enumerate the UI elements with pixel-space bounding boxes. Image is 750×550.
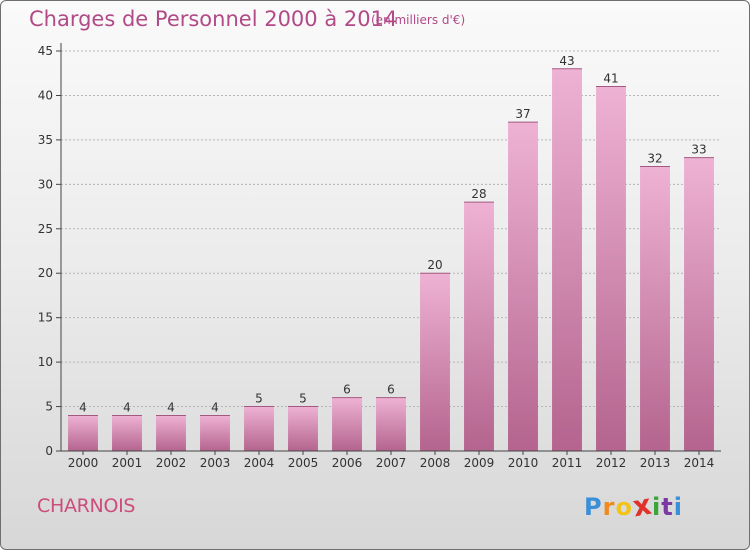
y-tick-label: 5 <box>45 400 53 414</box>
y-tick-label: 15 <box>38 311 53 325</box>
x-tick-label: 2014 <box>684 456 715 470</box>
logo-letter: P <box>584 493 603 521</box>
y-tick-label: 0 <box>45 444 53 458</box>
bar <box>552 68 582 452</box>
bar <box>332 397 362 451</box>
data-label: 5 <box>299 392 307 406</box>
chart-title: Charges de Personnel 2000 à 2014 <box>29 7 398 31</box>
x-tick-label: 2009 <box>464 456 495 470</box>
x-tick-label: 2011 <box>552 456 583 470</box>
x-tick-label: 2003 <box>200 456 231 470</box>
x-tick-label: 2006 <box>332 456 363 470</box>
logo-letter: o <box>615 493 633 521</box>
bar <box>288 406 318 451</box>
y-tick-label: 20 <box>38 266 53 280</box>
bar <box>68 415 98 451</box>
data-label: 4 <box>211 400 219 414</box>
x-tick-label: 2007 <box>376 456 407 470</box>
grid-layer <box>61 50 721 408</box>
logo-letter: i <box>652 493 662 521</box>
data-label: 4 <box>167 400 175 414</box>
x-tick-label: 2012 <box>596 456 627 470</box>
y-tick-label: 35 <box>38 133 53 147</box>
proxiti-logo[interactable]: Proxiti <box>584 488 683 524</box>
data-label: 6 <box>343 383 351 397</box>
y-tick-label: 30 <box>38 177 53 191</box>
bar <box>684 157 714 451</box>
commune-name: CHARNOIS <box>37 495 136 517</box>
bar-layer: 4 4 4 4 5 5 6 6 20 28 37 43 41 32 33 <box>68 54 714 452</box>
logo-letter: r <box>602 493 616 521</box>
y-tick-label: 40 <box>38 88 53 102</box>
data-label: 41 <box>603 72 618 86</box>
bar <box>112 415 142 451</box>
x-tick-label: 2013 <box>640 456 671 470</box>
bar <box>596 86 626 452</box>
bar <box>156 415 186 451</box>
x-tick-label: 2001 <box>112 456 143 470</box>
bar <box>464 202 494 451</box>
data-label: 5 <box>255 392 263 406</box>
logo-letter: t <box>661 493 674 521</box>
x-tick-label: 2002 <box>156 456 187 470</box>
data-label: 6 <box>387 383 395 397</box>
y-tick-label: 25 <box>38 222 53 236</box>
data-label: 37 <box>515 107 530 121</box>
y-tick-label: 10 <box>38 355 53 369</box>
bar <box>508 122 538 451</box>
chart-subtitle: (en milliers d'€) <box>371 13 466 27</box>
data-label: 43 <box>559 54 574 68</box>
data-label: 33 <box>691 143 706 157</box>
data-label: 20 <box>427 258 442 272</box>
x-tick-label: 2010 <box>508 456 539 470</box>
logo-letter: i <box>673 493 683 521</box>
bar <box>244 406 274 451</box>
data-label: 32 <box>647 152 662 166</box>
y-tick-label: 45 <box>38 44 53 58</box>
data-label: 4 <box>79 400 87 414</box>
x-tick-label: 2005 <box>288 456 319 470</box>
bar <box>640 166 670 452</box>
bar <box>420 273 450 451</box>
x-tick-label: 2000 <box>68 456 99 470</box>
x-tick-label: 2008 <box>420 456 451 470</box>
bar <box>200 415 230 451</box>
x-tick-label: 2004 <box>244 456 275 470</box>
bar <box>376 397 406 451</box>
data-label: 28 <box>471 187 486 201</box>
data-label: 4 <box>123 400 131 414</box>
